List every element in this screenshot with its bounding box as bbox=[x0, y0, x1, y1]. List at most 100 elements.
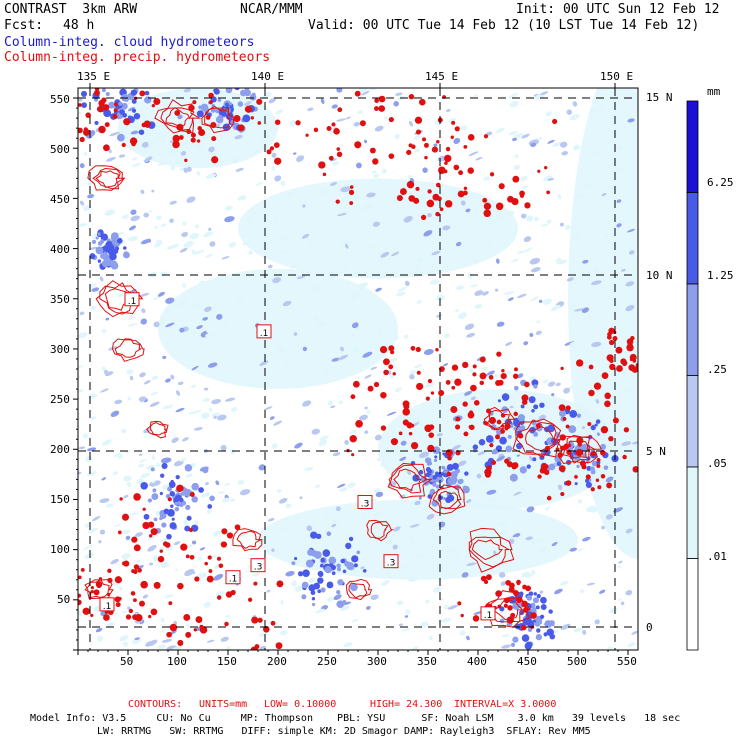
cloud-shade-dot bbox=[349, 429, 357, 434]
cloud-cluster-dot bbox=[437, 471, 443, 478]
precip-dot bbox=[254, 644, 260, 650]
cloud-shade-dot bbox=[559, 141, 568, 148]
cloud-shade-dot bbox=[375, 287, 382, 292]
cloud-cluster-dot bbox=[97, 259, 102, 263]
axis-ticks bbox=[73, 83, 629, 655]
precip-dot bbox=[150, 67, 157, 74]
legend-precip: Column-integ. precip. hydrometeors bbox=[4, 50, 271, 65]
precip-dot bbox=[104, 71, 110, 77]
cloud-shade-dot bbox=[192, 540, 197, 545]
precip-dot bbox=[189, 554, 195, 560]
cloud-shade-dot bbox=[141, 141, 149, 148]
cloud-cluster-dot bbox=[123, 95, 130, 102]
cloud-shade-dot bbox=[225, 614, 230, 618]
precip-dot bbox=[643, 419, 649, 425]
precip-dot bbox=[125, 614, 132, 620]
cloud-shade-dot bbox=[547, 139, 555, 144]
precip-dot bbox=[192, 100, 197, 105]
cloud-shade-dot bbox=[551, 542, 558, 547]
cloud-shade-dot bbox=[339, 487, 349, 492]
precip-dot bbox=[383, 369, 389, 376]
cloud-shade-dot bbox=[307, 107, 314, 112]
precip-dot bbox=[83, 127, 88, 132]
cloud-cluster-dot bbox=[535, 605, 540, 610]
precip-dot bbox=[656, 358, 661, 363]
cloud-cluster-dot bbox=[105, 84, 108, 87]
cloud-shade-dot bbox=[413, 134, 421, 140]
cloud-shade-dot bbox=[274, 175, 282, 182]
cloud-cluster-dot bbox=[532, 597, 539, 604]
cloud-shade-dot bbox=[296, 155, 305, 162]
precip-dot bbox=[565, 405, 571, 411]
cloud-shade-dot bbox=[400, 440, 407, 446]
cloud-shade-dot bbox=[184, 569, 195, 577]
precip-dot bbox=[211, 136, 217, 142]
precip-dot bbox=[337, 107, 343, 113]
cloud-shade-dot bbox=[353, 122, 361, 127]
cloud-shade-dot bbox=[417, 432, 422, 436]
precip-dot bbox=[97, 106, 104, 113]
cloud-shade-dot bbox=[531, 538, 540, 544]
cloud-cluster-dot bbox=[134, 79, 138, 83]
precip-dot bbox=[426, 199, 435, 208]
cloud-shade-dot bbox=[426, 513, 435, 520]
cloud-shade-dot bbox=[603, 362, 611, 369]
x-tick-label: 200 bbox=[267, 655, 287, 668]
cloud-shade-dot bbox=[119, 634, 129, 642]
cloud-shade-dot bbox=[139, 292, 150, 297]
cloud-cluster-dot bbox=[576, 464, 580, 469]
precip-dot bbox=[117, 530, 122, 535]
precip-dot bbox=[519, 190, 525, 197]
cloud-shade-dot bbox=[156, 239, 162, 245]
cloud-shade-dot bbox=[173, 541, 181, 546]
cloud-shade-dot bbox=[390, 373, 394, 380]
precip-dot bbox=[132, 614, 138, 620]
precip-dot bbox=[612, 336, 618, 342]
cloud-shade-dot bbox=[502, 634, 510, 638]
cloud-shade-dot bbox=[147, 545, 157, 552]
cloud-cluster-dot bbox=[525, 641, 533, 648]
cloud-shade-dot bbox=[529, 455, 533, 462]
precip-dot bbox=[467, 167, 474, 174]
cloud-shade-dot bbox=[521, 456, 527, 460]
cloud-shade-dot bbox=[366, 409, 371, 414]
cloud-shade-dot bbox=[364, 430, 369, 434]
cloud-shade-dot bbox=[512, 137, 518, 142]
precip-dot bbox=[402, 408, 410, 416]
precip-dot bbox=[140, 580, 148, 589]
cloud-shade-dot bbox=[337, 483, 346, 488]
cloud-shade-dot bbox=[414, 148, 420, 153]
precip-dot bbox=[604, 392, 611, 400]
cloud-shade-dot bbox=[201, 412, 210, 419]
cloud-shade-dot bbox=[523, 341, 529, 346]
precip-dot bbox=[446, 471, 452, 477]
cloud-shade-dot bbox=[525, 573, 533, 579]
cloud-shade-dot bbox=[332, 161, 340, 166]
cloud-shade-dot bbox=[443, 604, 449, 610]
cloud-cluster-dot bbox=[509, 473, 518, 482]
precip-dot bbox=[147, 521, 155, 528]
cloud-cluster-dot bbox=[244, 88, 250, 91]
cloud-shade-dot bbox=[380, 251, 390, 258]
precip-dot bbox=[139, 600, 145, 607]
cloud-shade-dot bbox=[234, 134, 243, 140]
cloud-shade-dot bbox=[316, 189, 327, 195]
cloud-shade-dot bbox=[465, 499, 472, 504]
cloud-shade-dot bbox=[468, 151, 479, 157]
cloud-shade-dot bbox=[282, 300, 292, 307]
cloud-shade-dot bbox=[177, 381, 184, 386]
cloud-shade-dot bbox=[427, 213, 432, 218]
cloud-shade-dot bbox=[409, 374, 415, 380]
cloud-shade-dot bbox=[380, 461, 389, 467]
cloud-shade-dot bbox=[388, 575, 393, 579]
cloud-shade-dot bbox=[121, 553, 131, 559]
cloud-cluster-dot bbox=[115, 246, 120, 251]
cloud-shade-dot bbox=[269, 416, 275, 420]
cloud-shade-dot bbox=[545, 111, 552, 117]
cloud-cluster-dot bbox=[144, 96, 152, 104]
cloud-shade-dot bbox=[174, 568, 178, 571]
cloud-shade-dot bbox=[499, 611, 505, 614]
contour-label-box bbox=[250, 558, 266, 573]
cloud-shade-dot bbox=[436, 433, 443, 437]
